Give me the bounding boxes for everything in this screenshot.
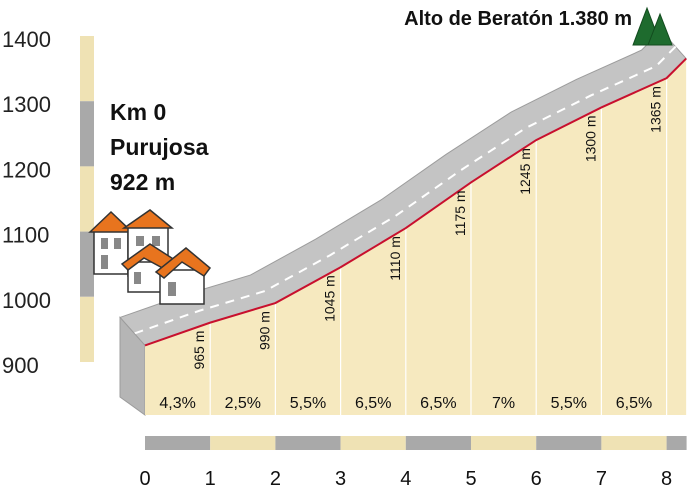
distance-bar-segment bbox=[210, 436, 276, 450]
gradient-label: 4,3% bbox=[159, 395, 195, 412]
distance-bar-segment bbox=[666, 436, 687, 450]
distance-scale-bar bbox=[145, 436, 687, 450]
elevation-label: 1300 m bbox=[582, 115, 598, 162]
gradient-label: 6,5% bbox=[420, 395, 456, 412]
y-tick-label: 1400 bbox=[2, 27, 51, 52]
altitude-bar-segment bbox=[80, 166, 94, 232]
x-tick-label: 3 bbox=[335, 468, 346, 490]
distance-bar-segment bbox=[405, 436, 471, 450]
y-tick-label: 1300 bbox=[2, 92, 51, 117]
x-tick-label: 7 bbox=[596, 468, 607, 490]
chart-title: Alto de Beratón 1.380 m bbox=[404, 8, 632, 30]
gradient-label: 7% bbox=[492, 395, 515, 412]
x-tick-label: 1 bbox=[205, 468, 216, 490]
elevation-label: 990 m bbox=[256, 311, 272, 350]
elevation-label: 1175 m bbox=[452, 190, 468, 236]
x-tick-label: 6 bbox=[531, 468, 542, 490]
y-tick-label: 1100 bbox=[2, 223, 49, 248]
plot-area: 965 m 990 m 1045 m 1110 m 1175 m 1245 m 1300 m… bbox=[119, 29, 687, 416]
profile-line bbox=[144, 57, 687, 347]
distance-bar-segment bbox=[601, 436, 667, 450]
x-tick-label: 5 bbox=[465, 468, 476, 490]
elevation-label: 1245 m bbox=[517, 148, 533, 195]
distance-bar-segment bbox=[145, 436, 211, 450]
altitude-bar-segment bbox=[80, 36, 94, 102]
elevation-label: 1045 m bbox=[322, 275, 338, 322]
y-tick-label: 1200 bbox=[2, 157, 51, 182]
distance-bar-segment bbox=[275, 436, 341, 450]
start-place-label: Purujosa bbox=[110, 134, 209, 160]
gradient-label: 6,5% bbox=[355, 395, 391, 412]
x-tick-label: 8 bbox=[661, 468, 672, 490]
altitude-scale-bar bbox=[80, 36, 94, 362]
y-tick-label: 900 bbox=[2, 353, 39, 378]
elevation-label: 1110 m bbox=[387, 236, 403, 281]
gradient-label: 2,5% bbox=[225, 395, 261, 412]
elevation-label: 1365 m bbox=[648, 86, 664, 133]
y-axis: 1400 1300 1200 1100 1000 900 bbox=[2, 27, 51, 378]
y-tick-label: 1000 bbox=[2, 288, 51, 313]
distance-bar-segment bbox=[340, 436, 406, 450]
village-icon bbox=[88, 209, 212, 305]
x-tick-label: 4 bbox=[400, 468, 411, 490]
gradient-label: 6,5% bbox=[616, 395, 652, 412]
gradient-label: 5,5% bbox=[290, 395, 326, 412]
start-km-label: Km 0 bbox=[110, 99, 166, 125]
gradient-label: 5,5% bbox=[551, 395, 587, 412]
x-tick-label: 0 bbox=[139, 468, 150, 490]
road-centre-line bbox=[134, 45, 677, 335]
x-axis: 0 1 2 3 4 5 6 7 8 bbox=[139, 468, 672, 490]
distance-bar-segment bbox=[536, 436, 602, 450]
summit-trees-icon bbox=[632, 6, 673, 46]
altitude-bar-segment bbox=[80, 296, 94, 362]
elevation-label: 965 m bbox=[191, 331, 207, 370]
x-tick-label: 2 bbox=[270, 468, 281, 490]
altitude-bar-segment bbox=[80, 101, 94, 167]
profile-fill bbox=[145, 58, 687, 416]
start-altitude-label: 922 m bbox=[110, 169, 175, 195]
distance-bar-segment bbox=[471, 436, 537, 450]
altitude-bar-segment bbox=[80, 231, 94, 297]
